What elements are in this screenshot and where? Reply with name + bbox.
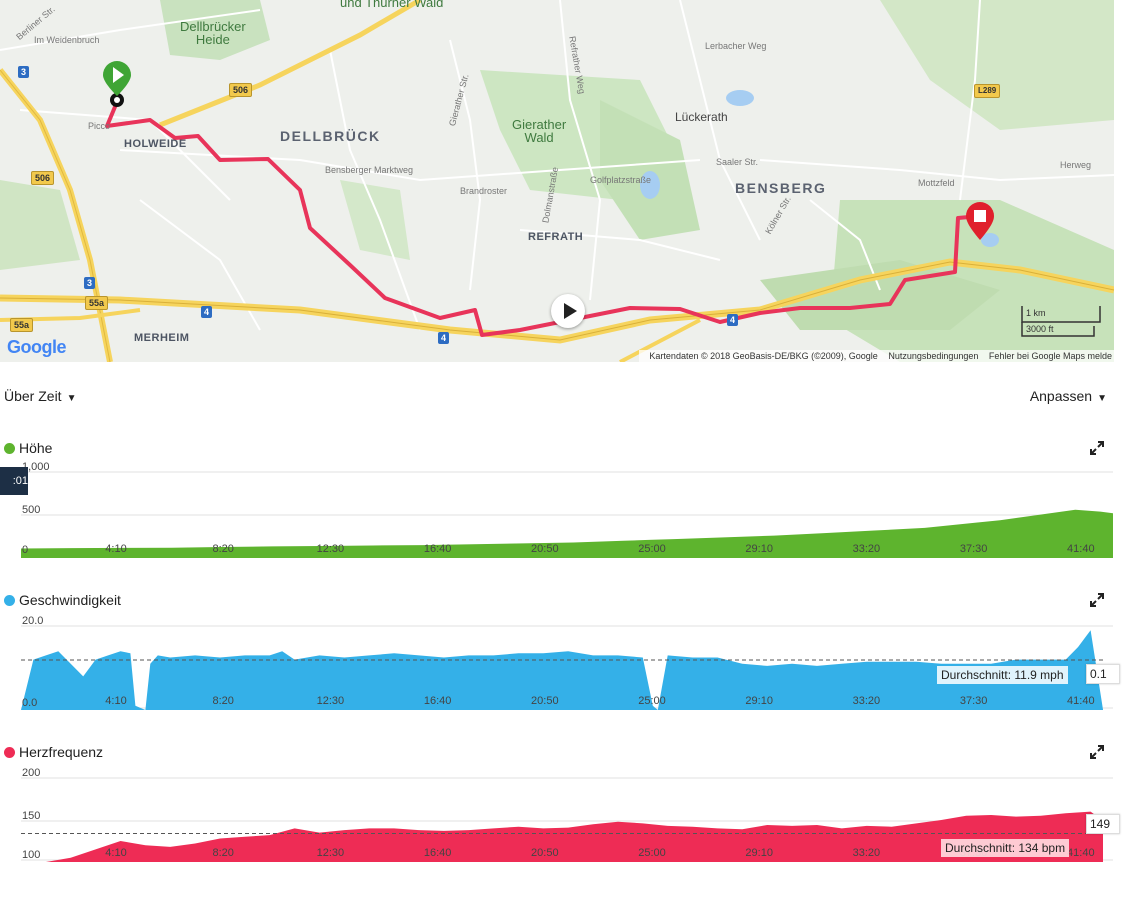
map-attribution: Kartendaten © 2018 GeoBasis-DE/BKG (©200… — [639, 350, 1114, 362]
place-gierather-wald: Gierather Wald — [512, 117, 567, 145]
chart-title-heartrate: Herzfrequenz — [4, 744, 103, 760]
x-tick-label: 8:20 — [212, 543, 233, 555]
heartrate-average-label: Durchschnitt: 134 bpm — [941, 839, 1070, 857]
shield-a3: 3 — [18, 66, 30, 78]
x-tick-label: 33:20 — [853, 695, 881, 707]
x-tick-label: 29:10 — [745, 543, 773, 555]
x-tick-label: 41:40 — [1067, 847, 1095, 859]
x-tick-label: 4:10 — [105, 847, 126, 859]
place-merheim: MERHEIM — [134, 332, 190, 344]
place-dellbruecker-heide: Dellbrücker Heide — [180, 19, 246, 47]
start-marker-icon[interactable] — [101, 60, 133, 110]
shield-a4-bottom: 4 — [438, 332, 450, 344]
x-tick-label: 8:20 — [212, 847, 233, 859]
google-logo: Google — [7, 337, 67, 357]
x-tick-label: 29:10 — [745, 847, 773, 859]
street-bensberger-marktweg: Bensberger Marktweg — [325, 165, 414, 175]
heartrate-current-value: 149 — [1086, 814, 1120, 834]
expand-heartrate-icon[interactable] — [1090, 745, 1104, 759]
end-marker-icon[interactable] — [964, 200, 996, 246]
customize-dropdown[interactable]: Anpassen ▼ — [1029, 388, 1107, 404]
street-im-weidenbruch: Im Weidenbruch — [34, 35, 100, 45]
street-mottzfeld: Mottzfeld — [918, 178, 955, 188]
x-tick-label: 16:40 — [424, 543, 452, 555]
shield-a3-mid: 3 — [84, 277, 96, 289]
shield-55a: 55a — [85, 296, 109, 310]
map-scale: 1 km 3000 ft — [1020, 304, 1102, 338]
speed-average-label: Durchschnitt: 11.9 mph — [937, 666, 1068, 684]
x-tick-label: 16:40 — [424, 695, 452, 707]
time-axis-dropdown[interactable]: Über Zeit ▼ — [4, 388, 77, 404]
place-refrath: REFRATH — [528, 231, 584, 243]
street-brandroster: Brandroster — [460, 186, 508, 196]
x-tick-label: 33:20 — [853, 543, 881, 555]
y-tick-label: 150 — [22, 810, 40, 822]
y-tick-label: 0 — [22, 544, 28, 556]
place-bensberg: BENSBERG — [735, 180, 827, 196]
x-tick-label: 12:30 — [317, 543, 345, 555]
hover-value: :01 — [0, 467, 28, 495]
place-thurner-wald: und Thurner Wald — [340, 0, 444, 10]
route-line — [105, 101, 981, 337]
x-tick-label: 25:00 — [638, 847, 666, 859]
y-tick-label: 0.0 — [22, 697, 37, 709]
x-tick-label: 12:30 — [317, 847, 345, 859]
report-link[interactable]: Fehler bei Google Maps melde — [988, 351, 1112, 361]
series-area — [21, 509, 1113, 558]
shield-506-left: 506 — [31, 171, 55, 185]
shield-a4: 4 — [201, 306, 213, 318]
route-map[interactable]: und Thurner Wald Dellbrücker Heide Giera… — [0, 0, 1114, 362]
y-tick-label: 500 — [22, 504, 40, 516]
x-tick-label: 12:30 — [317, 695, 345, 707]
speed-current-value: 0.1 — [1086, 664, 1120, 684]
speed-chart[interactable]: 20.0 0.0 4:10 8:20 12:30 16:40 20:50 25:00 29:10… — [0, 614, 1142, 714]
place-lueckerath: Lückerath — [675, 110, 728, 124]
street-lerbacher-weg: Lerbacher Weg — [705, 41, 767, 51]
street-herweg: Herweg — [1060, 160, 1092, 170]
chart-title-speed: Geschwindigkeit — [4, 592, 121, 608]
street-saaler-str: Saaler Str. — [716, 157, 759, 167]
shield-55a-left: 55a — [10, 318, 34, 332]
place-holweide: HOLWEIDE — [124, 138, 187, 150]
x-tick-label: 37:30 — [960, 543, 988, 555]
series-area — [21, 630, 1103, 710]
x-tick-label: 25:00 — [638, 543, 666, 555]
x-tick-label: 20:50 — [531, 695, 559, 707]
x-tick-label: 41:40 — [1067, 695, 1095, 707]
x-tick-label: 20:50 — [531, 543, 559, 555]
x-tick-label: 20:50 — [531, 847, 559, 859]
series-area — [21, 811, 1103, 862]
shield-l289: L289 — [974, 84, 1001, 98]
x-tick-label: 4:10 — [105, 695, 126, 707]
place-dellbrueck: DELLBRÜCK — [280, 128, 381, 144]
shield-506: 506 — [229, 83, 253, 97]
x-tick-label: 16:40 — [424, 847, 452, 859]
y-tick-label: 1,000 — [22, 461, 50, 473]
route-play-button[interactable] — [551, 294, 585, 328]
x-tick-label: 29:10 — [745, 695, 773, 707]
shield-a4-right: 4 — [727, 314, 739, 326]
x-tick-label: 41:40 — [1067, 543, 1095, 555]
expand-speed-icon[interactable] — [1090, 593, 1104, 607]
x-tick-label: 37:30 — [960, 695, 988, 707]
x-tick-label: 8:20 — [212, 695, 233, 707]
expand-elevation-icon[interactable] — [1090, 441, 1104, 455]
x-tick-label: 25:00 — [638, 695, 666, 707]
street-golfplatzstrasse: Golfplatzstraße — [590, 175, 652, 185]
street-piccolomini: Picco — [88, 121, 111, 131]
y-tick-label: 100 — [22, 849, 40, 861]
x-tick-label: 4:10 — [105, 543, 126, 555]
elevation-chart[interactable]: 1,000 500 0 4:10 8:20 12:30 16:40 20:50 25:00 29:… — [0, 461, 1142, 562]
attribution-text: Kartendaten © 2018 GeoBasis-DE/BKG (©200… — [649, 351, 878, 361]
terms-link[interactable]: Nutzungsbedingungen — [888, 351, 979, 361]
y-tick-label: 200 — [22, 767, 40, 779]
y-tick-label: 20.0 — [22, 615, 43, 627]
chart-title-elevation: Höhe — [4, 440, 52, 456]
x-tick-label: 33:20 — [853, 847, 881, 859]
